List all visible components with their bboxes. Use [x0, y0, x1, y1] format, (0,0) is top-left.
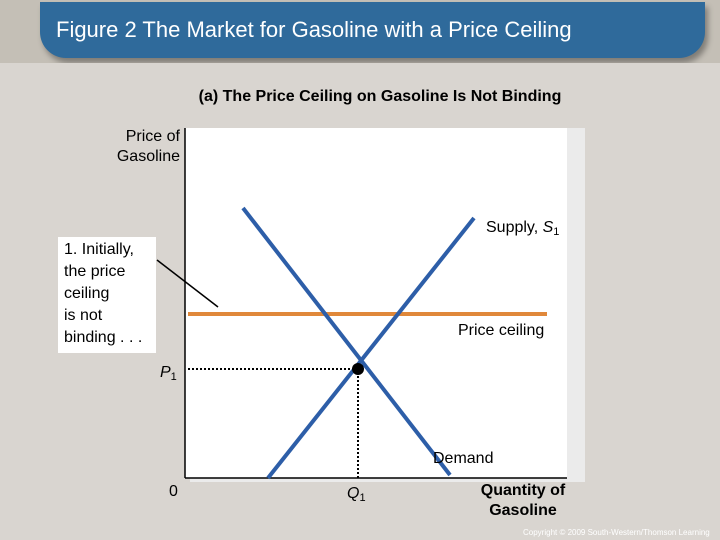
plot-area — [185, 128, 567, 478]
origin-label: 0 — [169, 483, 178, 500]
title-bar: Figure 2 The Market for Gasoline with a … — [40, 2, 705, 58]
panel-title: (a) The Price Ceiling on Gasoline Is Not… — [198, 88, 562, 105]
callout-text: 1. Initially, the price ceiling is not b… — [64, 241, 143, 346]
demand-curve — [241, 206, 452, 477]
equilibrium-point — [352, 363, 364, 375]
p1-label: P1 — [160, 364, 177, 383]
callout-pointer — [156, 259, 219, 308]
x-axis-label: Quantity of Gasoline — [480, 482, 566, 519]
supply-label: Supply, S1 — [486, 219, 560, 238]
demand-label: Demand — [433, 450, 494, 467]
price-ceiling-label: Price ceiling — [458, 322, 545, 339]
slide-title: Figure 2 The Market for Gasoline with a … — [56, 17, 572, 42]
supply-curve — [266, 216, 476, 480]
q1-label: Q1 — [347, 485, 366, 504]
y-axis-label: Price of Gasoline — [116, 128, 180, 165]
callout-box — [58, 237, 156, 353]
copyright-text: Copyright © 2009 South-Western/Thomson L… — [523, 528, 710, 537]
